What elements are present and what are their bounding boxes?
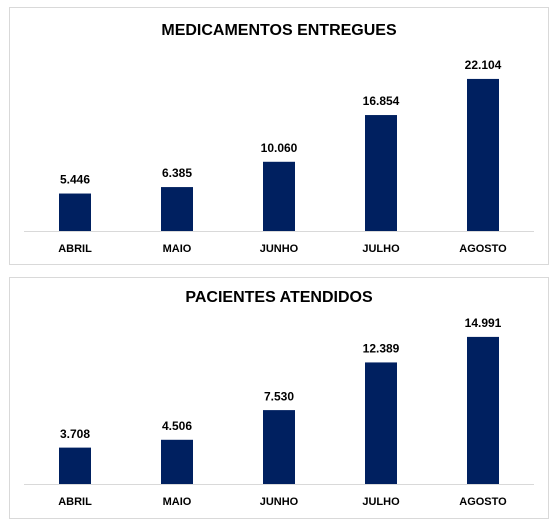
bar bbox=[365, 115, 397, 231]
data-label: 6.385 bbox=[162, 166, 192, 180]
bar bbox=[467, 78, 499, 232]
x-tick-label: JULHO bbox=[362, 496, 400, 508]
bar bbox=[365, 362, 397, 484]
data-label: 3.708 bbox=[60, 427, 90, 441]
bar bbox=[161, 439, 193, 484]
x-tick-label: JULHO bbox=[362, 243, 400, 255]
data-label: 22.104 bbox=[465, 58, 502, 72]
x-tick-label: ABRIL bbox=[58, 496, 92, 508]
bar bbox=[161, 187, 193, 231]
x-tick-label: AGOSTO bbox=[459, 496, 507, 508]
data-label: 10.060 bbox=[261, 141, 298, 155]
x-tick-label: ABRIL bbox=[58, 243, 92, 255]
x-tick-label: JUNHO bbox=[260, 496, 299, 508]
x-tick-label: AGOSTO bbox=[459, 243, 507, 255]
data-label: 16.854 bbox=[363, 94, 400, 108]
data-label: 12.389 bbox=[363, 342, 400, 356]
x-tick-label: JUNHO bbox=[260, 243, 299, 255]
data-label: 4.506 bbox=[162, 419, 192, 433]
chart-title: PACIENTES ATENDIDOS bbox=[185, 289, 373, 306]
bar bbox=[263, 410, 295, 484]
chart-title: MEDICAMENTOS ENTREGUES bbox=[161, 22, 397, 39]
x-tick-label: MAIO bbox=[163, 243, 192, 255]
bar bbox=[467, 336, 499, 484]
bar bbox=[59, 193, 91, 231]
bar bbox=[263, 161, 295, 231]
bar bbox=[59, 447, 91, 484]
x-tick-label: MAIO bbox=[163, 496, 192, 508]
data-label: 5.446 bbox=[60, 173, 90, 187]
data-label: 7.530 bbox=[264, 389, 294, 403]
data-label: 14.991 bbox=[465, 316, 502, 330]
